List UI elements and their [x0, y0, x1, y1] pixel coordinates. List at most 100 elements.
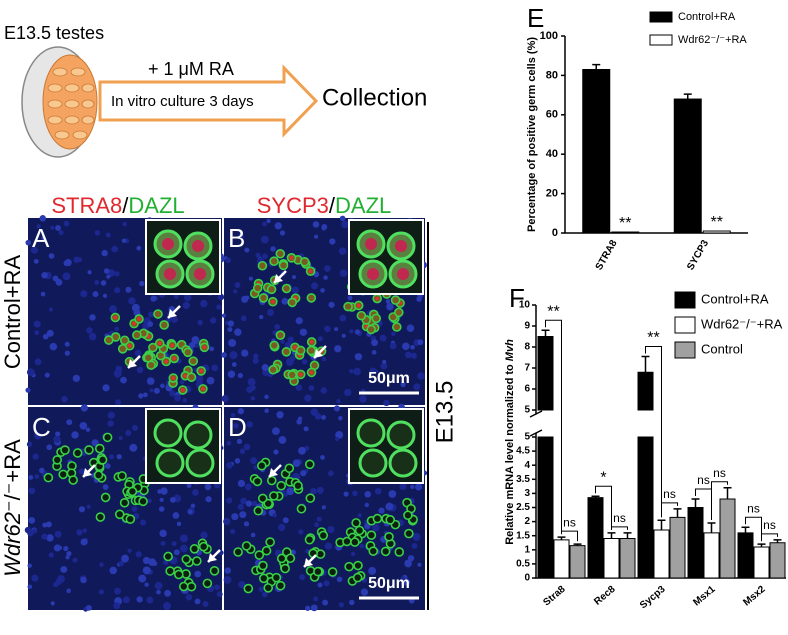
legend-swatch: [674, 316, 696, 334]
significance-bracket: [561, 530, 578, 542]
y-tick-label: 8: [524, 342, 530, 353]
bar: [703, 532, 720, 579]
x-tick-label: Stra8: [541, 584, 568, 609]
error-bar: [773, 539, 782, 543]
bar: [582, 68, 611, 234]
legend-swatch: [674, 341, 696, 359]
panel-letter: B: [228, 223, 245, 253]
y-tick-label: 3: [524, 488, 530, 499]
significance-bracket: [745, 516, 762, 542]
panel-letter: A: [32, 223, 50, 253]
micrographs: A B 50μm C D 50μm: [24, 215, 428, 612]
bar: [553, 539, 570, 579]
micrograph: A: [25, 215, 225, 406]
bar: [669, 516, 686, 579]
significance-bracket: [545, 319, 562, 535]
y-tick-label: 0: [524, 573, 530, 584]
micrograph: B 50μm: [221, 215, 427, 407]
panel-letter: F: [509, 283, 525, 313]
row-label: Control+RA: [0, 255, 25, 370]
error-bar: [657, 519, 666, 531]
bar: [687, 507, 704, 579]
y-tick-label: 6: [524, 384, 530, 395]
micrograph: C: [24, 404, 224, 612]
bar: [769, 542, 786, 579]
arrow-head: [128, 359, 137, 368]
y-tick-label: 1: [524, 544, 530, 555]
process-arrow: [98, 64, 319, 138]
arrow-head: [83, 468, 92, 477]
scale-bar-label: 50μm: [368, 575, 410, 592]
x-tick-label: Msx2: [741, 584, 768, 609]
significance-bracket: [611, 526, 628, 530]
scale-bar-label: 50μm: [368, 370, 410, 387]
significance: ns: [747, 501, 760, 515]
legend-label: Wdr62⁻/⁻+RA: [701, 316, 783, 331]
arrow-head: [269, 468, 278, 477]
treatment-label: + 1 μM RA: [148, 59, 234, 79]
error-bar: [607, 532, 616, 539]
bar: [702, 230, 731, 234]
error-bar: [641, 355, 650, 373]
bar: [587, 497, 604, 579]
bar: [619, 538, 636, 579]
bar: [719, 498, 736, 579]
significance-bracket: [595, 485, 612, 530]
bar: [537, 336, 554, 579]
arrow-head: [168, 309, 177, 318]
significance: **: [647, 330, 659, 347]
y-tick-label: 40: [546, 148, 558, 160]
y-tick-label: 0: [552, 227, 558, 239]
legend-label: Control: [701, 341, 743, 356]
legend-swatch: [674, 291, 696, 309]
error-bar: [741, 526, 750, 533]
y-tick-label: 4: [524, 460, 530, 471]
error-bar: [557, 536, 566, 540]
y-tick-label: 2.5: [516, 502, 530, 513]
arrow-head: [314, 349, 323, 358]
significance-bracket: [645, 345, 662, 518]
bar: [637, 371, 654, 579]
significance: ns: [697, 473, 710, 487]
significance-bracket: [761, 533, 778, 542]
y-tick-label: 80: [546, 69, 558, 81]
y-tick-label: 5: [524, 432, 530, 443]
x-tick-label: Rec8: [592, 584, 618, 608]
y-tick-label: 20: [546, 188, 558, 200]
y-tick-label: 9: [524, 321, 530, 332]
column-header: SYCP3/DAZL: [257, 193, 392, 218]
panel-letter: E: [527, 3, 544, 33]
error-bar: [623, 532, 632, 539]
y-tick-label: 0.5: [516, 559, 530, 570]
bar: [653, 529, 670, 579]
legend-label: Control+RA: [701, 291, 769, 306]
y-axis-label: Percentage of positive germ cells (%): [526, 37, 538, 232]
significance: ns: [563, 515, 576, 529]
significance-bracket: [661, 502, 678, 518]
legend-swatch: [649, 34, 673, 46]
row-label: Wdr62⁻/⁻+RA: [0, 439, 25, 577]
y-axis-label: Relative mRNA level normalized to Mvh: [504, 339, 516, 545]
error-bar: [673, 508, 682, 518]
legend-swatch: [649, 11, 673, 23]
y-tick-label: 100: [540, 30, 558, 42]
error-bar: [592, 63, 601, 70]
micrograph: D 50μm: [223, 403, 428, 612]
x-tick-label: Msx1: [691, 584, 718, 609]
stage-label: E13.5: [431, 381, 458, 444]
x-tick-label: Sycp3: [638, 584, 668, 612]
error-bar: [707, 522, 716, 533]
significance: **: [711, 214, 723, 231]
significance: **: [619, 215, 631, 232]
legend-label: Control+RA: [678, 11, 736, 23]
significance: ns: [763, 518, 776, 532]
x-tick-label: SYCP3: [685, 238, 711, 272]
y-tick-label: 5: [524, 405, 530, 416]
bar: [603, 538, 620, 579]
error-bar: [541, 329, 550, 337]
process-label: In vitro culture 3 days: [111, 93, 254, 110]
result-label: Collection: [322, 84, 427, 111]
error-bar: [757, 543, 766, 547]
